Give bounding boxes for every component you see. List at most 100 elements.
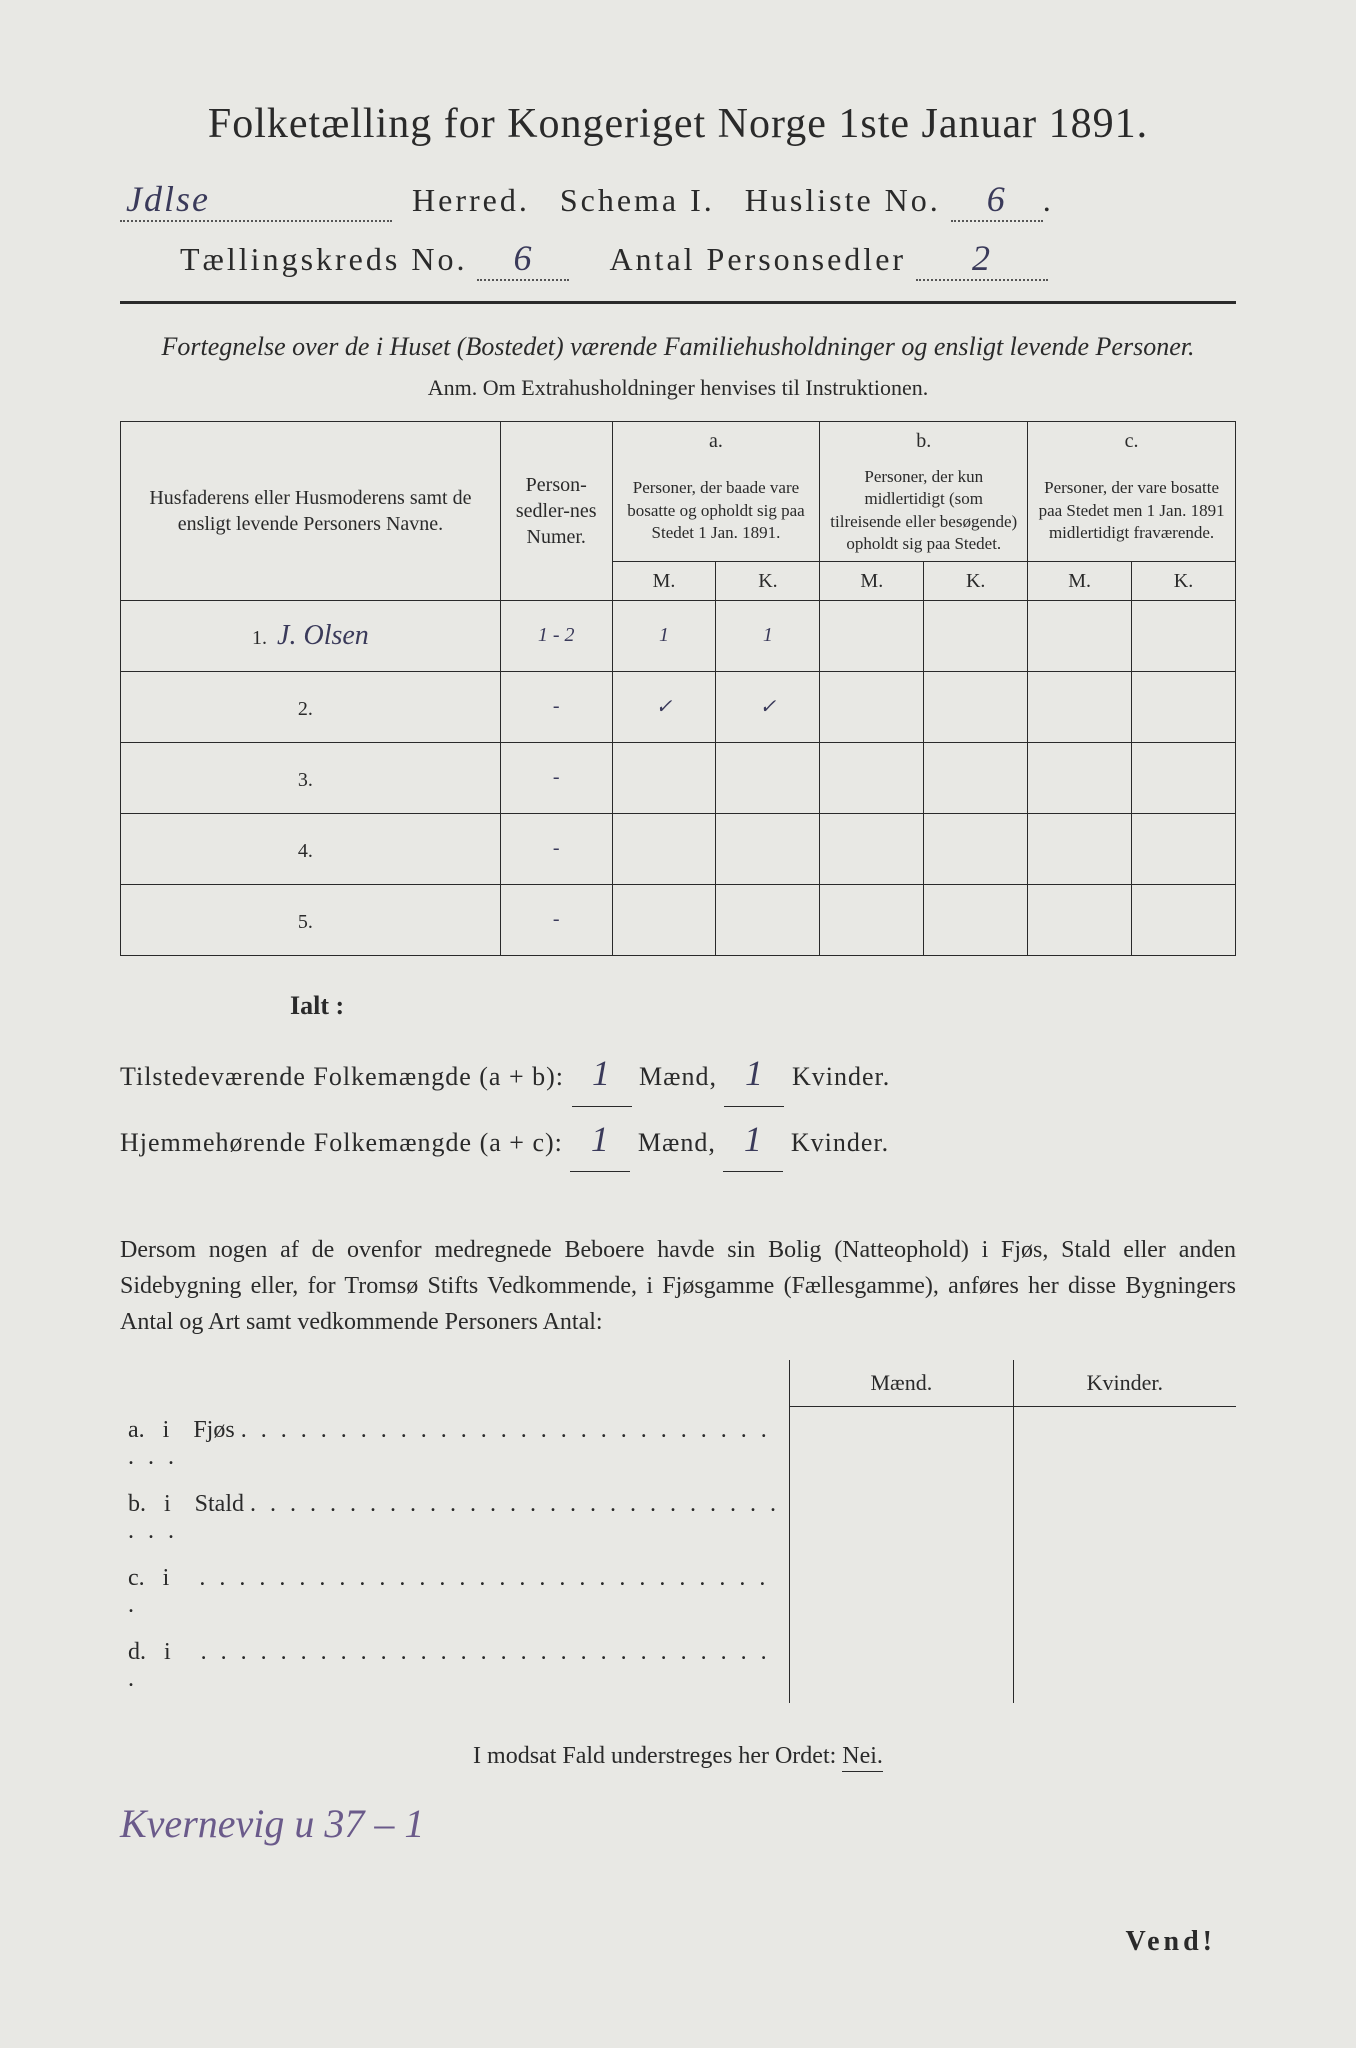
- row-number: 1. J. Olsen: [121, 600, 501, 671]
- side-row-m: [790, 1629, 1014, 1703]
- side-row-label: d. i . . . . . . . . . . . . . . . . . .…: [120, 1629, 790, 1703]
- col-b-k: K.: [924, 561, 1028, 600]
- kvinder-label-2: Kvinder.: [791, 1128, 889, 1157]
- col-b-desc: Personer, der kun midlertidigt (som tilr…: [820, 460, 1028, 561]
- ialt-label: Ialt :: [290, 991, 1236, 1021]
- page-title: Folketælling for Kongeriget Norge 1ste J…: [120, 100, 1236, 148]
- totals-line2-label: Hjemmehørende Folkemængde (a + c):: [120, 1128, 563, 1157]
- col-header-numer: Person-sedler-nes Numer.: [500, 422, 612, 600]
- table-row: 5. -: [121, 884, 1236, 955]
- side-row: d. i . . . . . . . . . . . . . . . . . .…: [120, 1629, 1236, 1703]
- row-am: [612, 884, 716, 955]
- subtitle: Fortegnelse over de i Huset (Bostedet) v…: [120, 329, 1236, 365]
- col-c-m: M.: [1028, 561, 1132, 600]
- row-numer: -: [500, 671, 612, 742]
- row-cm: [1028, 600, 1132, 671]
- herred-value: Jdlse: [120, 178, 392, 222]
- anm-note: Anm. Om Extrahusholdninger henvises til …: [120, 375, 1236, 401]
- kreds-label: Tællingskreds No.: [180, 241, 467, 277]
- row-numer: -: [500, 884, 612, 955]
- table-row: 2. -✓✓: [121, 671, 1236, 742]
- kreds-value: 6: [477, 237, 569, 281]
- row-ak: ✓: [716, 671, 820, 742]
- row-am: ✓: [612, 671, 716, 742]
- antal-label: Antal Personsedler: [609, 241, 906, 277]
- row-number: 2.: [121, 671, 501, 742]
- col-c-top: c.: [1028, 422, 1236, 461]
- row-cm: [1028, 884, 1132, 955]
- schema-label: Schema I.: [560, 182, 715, 218]
- side-row: b. i Stald . . . . . . . . . . . . . . .…: [120, 1481, 1236, 1555]
- divider: [120, 301, 1236, 304]
- row-am: 1: [612, 600, 716, 671]
- side-head-maend: Mænd.: [790, 1360, 1014, 1407]
- col-a-k: K.: [716, 561, 820, 600]
- row-bm: [820, 884, 924, 955]
- col-b-m: M.: [820, 561, 924, 600]
- husliste-label: Husliste No.: [745, 182, 941, 218]
- row-bk: [924, 671, 1028, 742]
- row-cm: [1028, 671, 1132, 742]
- col-c-desc: Personer, der vare bosatte paa Stedet me…: [1028, 460, 1236, 561]
- maend-label-2: Mænd,: [638, 1128, 716, 1157]
- totals-line1-m: 1: [572, 1041, 632, 1107]
- row-bk: [924, 813, 1028, 884]
- row-number: 4.: [121, 813, 501, 884]
- header-line-2: Tællingskreds No. 6 Antal Personsedler 2: [180, 237, 1236, 281]
- totals-line1-label: Tilstedeværende Folkemængde (a + b):: [120, 1062, 564, 1091]
- row-ck: [1132, 671, 1236, 742]
- row-bm: [820, 671, 924, 742]
- census-form-page: Folketælling for Kongeriget Norge 1ste J…: [0, 0, 1356, 2048]
- col-header-name: Husfaderens eller Husmoderens samt de en…: [121, 422, 501, 600]
- side-head-kvinder: Kvinder.: [1013, 1360, 1236, 1407]
- row-bk: [924, 600, 1028, 671]
- row-ak: 1: [716, 600, 820, 671]
- row-ck: [1132, 884, 1236, 955]
- row-cm: [1028, 813, 1132, 884]
- side-row-k: [1013, 1481, 1236, 1555]
- building-para: Dersom nogen af de ovenfor medregnede Be…: [120, 1232, 1236, 1340]
- husliste-value: 6: [951, 178, 1043, 222]
- row-bm: [820, 742, 924, 813]
- side-row-m: [790, 1407, 1014, 1481]
- row-numer: 1 - 2: [500, 600, 612, 671]
- col-c-k: K.: [1132, 561, 1236, 600]
- row-number: 5.: [121, 884, 501, 955]
- row-am: [612, 742, 716, 813]
- row-cm: [1028, 742, 1132, 813]
- col-a-top: a.: [612, 422, 820, 461]
- row-numer: -: [500, 813, 612, 884]
- side-row-label: c. i . . . . . . . . . . . . . . . . . .…: [120, 1555, 790, 1629]
- row-numer: -: [500, 742, 612, 813]
- side-row: a. i Fjøs . . . . . . . . . . . . . . . …: [120, 1407, 1236, 1481]
- nei-word: Nei.: [842, 1743, 883, 1772]
- totals-line1-k: 1: [724, 1041, 784, 1107]
- totals-block: Tilstedeværende Folkemængde (a + b): 1 M…: [120, 1041, 1236, 1173]
- col-b-top: b.: [820, 422, 1028, 461]
- row-ak: [716, 884, 820, 955]
- header-line-1: Jdlse Herred. Schema I. Husliste No. 6.: [120, 178, 1236, 222]
- bottom-handwritten: Kvernevig u 37 – 1: [120, 1800, 1236, 1847]
- row-number: 3.: [121, 742, 501, 813]
- table-row: 3. -: [121, 742, 1236, 813]
- row-ck: [1132, 600, 1236, 671]
- row-am: [612, 813, 716, 884]
- totals-line2-m: 1: [570, 1107, 630, 1173]
- table-row: 1. J. Olsen1 - 211: [121, 600, 1236, 671]
- totals-line2-k: 1: [723, 1107, 783, 1173]
- side-table: Mænd. Kvinder. a. i Fjøs . . . . . . . .…: [120, 1360, 1236, 1703]
- row-bk: [924, 884, 1028, 955]
- side-row-m: [790, 1481, 1014, 1555]
- row-name: J. Olsen: [277, 620, 369, 651]
- col-a-m: M.: [612, 561, 716, 600]
- nei-line: I modsat Fald understreges her Ordet: Ne…: [120, 1743, 1236, 1770]
- row-ck: [1132, 742, 1236, 813]
- row-ak: [716, 813, 820, 884]
- row-ck: [1132, 813, 1236, 884]
- col-a-desc: Personer, der baade vare bosatte og opho…: [612, 460, 820, 561]
- herred-label: Herred.: [412, 182, 530, 218]
- side-row-m: [790, 1555, 1014, 1629]
- census-table: Husfaderens eller Husmoderens samt de en…: [120, 421, 1236, 955]
- row-bm: [820, 600, 924, 671]
- maend-label-1: Mænd,: [639, 1062, 717, 1091]
